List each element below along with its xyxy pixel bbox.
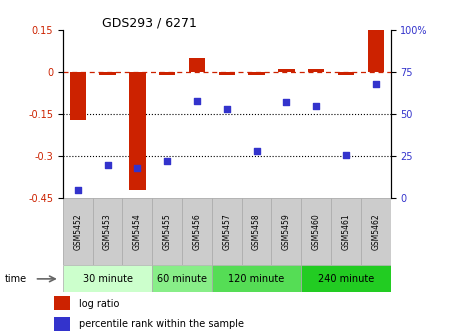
Text: GSM5452: GSM5452 bbox=[73, 213, 82, 250]
Bar bbox=[361, 198, 391, 265]
Text: GSM5456: GSM5456 bbox=[193, 213, 202, 250]
Point bbox=[194, 98, 201, 103]
Bar bbox=[152, 198, 182, 265]
Bar bbox=[331, 198, 361, 265]
Bar bbox=[308, 70, 324, 72]
Text: GSM5455: GSM5455 bbox=[163, 213, 172, 250]
Bar bbox=[338, 72, 354, 75]
Point bbox=[253, 149, 260, 154]
Bar bbox=[54, 296, 70, 310]
Text: GSM5462: GSM5462 bbox=[371, 213, 380, 250]
Point bbox=[104, 162, 111, 167]
Text: 30 minute: 30 minute bbox=[83, 274, 132, 284]
Text: GSM5461: GSM5461 bbox=[341, 213, 350, 250]
Bar bbox=[248, 72, 265, 75]
Bar bbox=[212, 198, 242, 265]
Point bbox=[163, 159, 171, 164]
Text: 120 minute: 120 minute bbox=[229, 274, 285, 284]
Bar bbox=[212, 265, 301, 292]
Bar bbox=[63, 265, 152, 292]
Bar bbox=[92, 198, 123, 265]
Point bbox=[283, 100, 290, 105]
Bar bbox=[129, 72, 145, 190]
Bar bbox=[219, 72, 235, 75]
Bar bbox=[301, 265, 391, 292]
Bar bbox=[189, 58, 205, 72]
Bar bbox=[301, 198, 331, 265]
Text: percentile rank within the sample: percentile rank within the sample bbox=[79, 319, 243, 329]
Text: GSM5454: GSM5454 bbox=[133, 213, 142, 250]
Text: GSM5459: GSM5459 bbox=[282, 213, 291, 250]
Text: time: time bbox=[4, 274, 26, 284]
Text: GSM5458: GSM5458 bbox=[252, 213, 261, 250]
Text: GSM5460: GSM5460 bbox=[312, 213, 321, 250]
Point bbox=[342, 152, 349, 157]
Point bbox=[74, 187, 81, 193]
Point bbox=[313, 103, 320, 109]
Text: GSM5457: GSM5457 bbox=[222, 213, 231, 250]
Bar bbox=[70, 72, 86, 120]
Bar bbox=[54, 317, 70, 331]
Bar bbox=[242, 198, 272, 265]
Point bbox=[223, 107, 230, 112]
Text: 60 minute: 60 minute bbox=[157, 274, 207, 284]
Bar bbox=[368, 30, 384, 72]
Text: GDS293 / 6271: GDS293 / 6271 bbox=[102, 16, 197, 29]
Text: 240 minute: 240 minute bbox=[318, 274, 374, 284]
Bar bbox=[159, 72, 176, 75]
Text: log ratio: log ratio bbox=[79, 299, 119, 308]
Bar bbox=[123, 198, 152, 265]
Bar bbox=[152, 265, 212, 292]
Point bbox=[134, 165, 141, 171]
Bar bbox=[63, 198, 92, 265]
Bar bbox=[278, 70, 295, 72]
Bar bbox=[182, 198, 212, 265]
Text: GSM5453: GSM5453 bbox=[103, 213, 112, 250]
Bar bbox=[272, 198, 301, 265]
Point bbox=[372, 81, 379, 87]
Bar bbox=[99, 72, 116, 75]
